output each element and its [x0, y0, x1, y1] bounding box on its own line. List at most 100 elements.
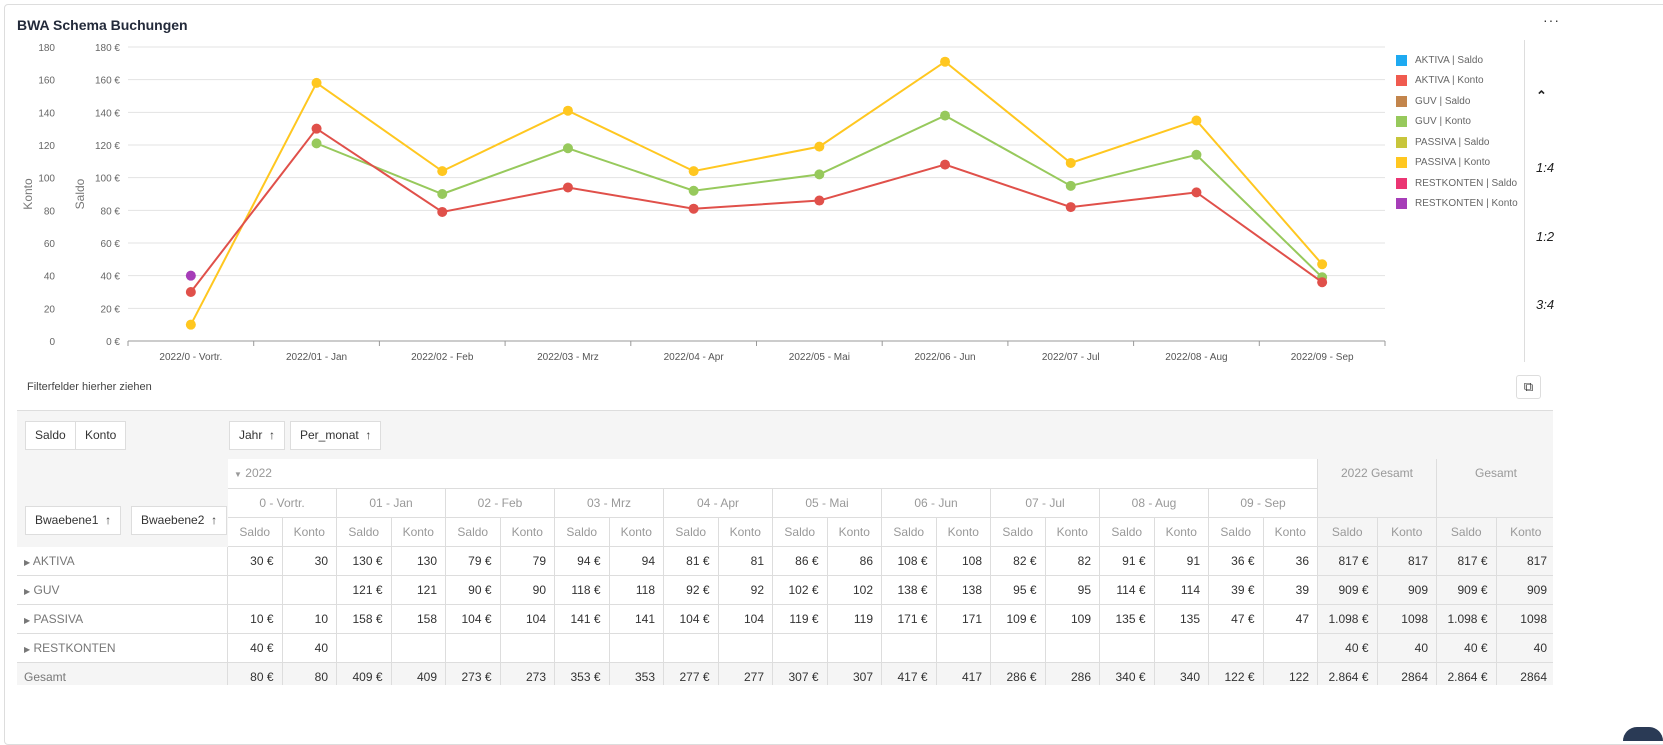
ratio-3-4-button[interactable]: 3:4: [1536, 297, 1555, 312]
data-point: [940, 110, 951, 121]
data-point: [311, 138, 322, 149]
legend-item[interactable]: AKTIVA | Konto: [1396, 71, 1518, 92]
column-field-label: Per_monat: [300, 428, 359, 442]
month-header[interactable]: 01 - Jan: [337, 489, 446, 518]
column-field-jahr[interactable]: Jahr ↑: [229, 421, 286, 450]
table-cell: 30: [282, 547, 337, 576]
y-left-tick: 120: [38, 141, 55, 152]
legend-label: PASSIVA | Saldo: [1415, 136, 1490, 148]
pivot-grid: Saldo Konto Jahr ↑ Per_monat ↑ Bwaebene1…: [17, 410, 1553, 685]
table-cell: [1154, 634, 1209, 663]
column-field-per-monat[interactable]: Per_monat ↑: [290, 421, 382, 450]
table-cell: [1045, 634, 1100, 663]
y-right-tick: 0 €: [106, 337, 120, 348]
filter-drop-area[interactable]: Filterfelder hierher ziehen: [27, 381, 152, 393]
row-header[interactable]: ▶ PASSIVA: [17, 605, 228, 634]
legend-item[interactable]: RESTKONTEN | Saldo: [1396, 173, 1518, 194]
table-cell: 108 €: [882, 547, 937, 576]
measure-header: Konto: [936, 518, 991, 547]
measure-header: Konto: [609, 518, 664, 547]
table-cell: [882, 634, 937, 663]
data-point: [562, 182, 573, 193]
row-field-label: Bwaebene1: [35, 513, 99, 527]
table-cell: 10: [282, 605, 337, 634]
data-point: [940, 56, 951, 67]
month-header[interactable]: 02 - Feb: [446, 489, 555, 518]
table-cell: 135 €: [1100, 605, 1155, 634]
row-field-bwaebene2[interactable]: Bwaebene2 ↑: [131, 506, 228, 535]
measure-header: Konto: [1496, 518, 1553, 547]
legend-swatch: [1396, 54, 1407, 66]
legend-item[interactable]: AKTIVA | Saldo: [1396, 50, 1518, 71]
table-cell: 94: [609, 547, 664, 576]
table-cell: [936, 634, 991, 663]
x-tick-label: 2022/01 - Jan: [286, 352, 347, 363]
table-cell: 36: [1263, 547, 1318, 576]
legend-item[interactable]: PASSIVA | Saldo: [1396, 132, 1518, 153]
table-cell: 92 €: [664, 576, 719, 605]
row-label: PASSIVA: [33, 612, 84, 626]
chat-bubble-button[interactable]: [1623, 727, 1663, 741]
month-header[interactable]: 08 - Aug: [1100, 489, 1209, 518]
row-header[interactable]: ▶ RESTKONTEN: [17, 634, 228, 663]
data-point: [311, 123, 322, 134]
month-header[interactable]: 07 - Jul: [991, 489, 1100, 518]
measure-header: Konto: [1154, 518, 1209, 547]
month-header[interactable]: 06 - Jun: [882, 489, 991, 518]
measure-header: Konto: [827, 518, 882, 547]
ratio-1-2-button[interactable]: 1:2: [1536, 229, 1555, 244]
data-field-saldo[interactable]: Saldo: [25, 421, 76, 450]
table-cell: 121: [391, 576, 446, 605]
year-header[interactable]: ▼ 2022: [228, 459, 1318, 489]
y-right-tick: 100 €: [95, 174, 120, 185]
table-cell: 158: [391, 605, 446, 634]
month-header[interactable]: 05 - Mai: [773, 489, 882, 518]
table-cell: 138: [936, 576, 991, 605]
table-cell: 109: [1045, 605, 1100, 634]
legend-item[interactable]: PASSIVA | Konto: [1396, 153, 1518, 174]
expand-triangle-icon[interactable]: ▶: [24, 616, 31, 625]
data-point: [437, 166, 448, 177]
data-point: [814, 141, 825, 152]
month-header[interactable]: 0 - Vortr.: [228, 489, 337, 518]
legend-item[interactable]: GUV | Saldo: [1396, 91, 1518, 112]
month-header[interactable]: 03 - Mrz: [555, 489, 664, 518]
table-cell: 171: [936, 605, 991, 634]
table-cell: [609, 634, 664, 663]
y-left-axis-title: Konto: [21, 178, 35, 210]
expand-triangle-icon[interactable]: ▶: [24, 558, 31, 567]
y-right-tick: 80 €: [101, 206, 121, 217]
field-chooser-icon[interactable]: ⧉: [1516, 375, 1541, 399]
measure-header: Saldo: [555, 518, 610, 547]
data-field-konto[interactable]: Konto: [75, 421, 127, 450]
table-cell: [1209, 634, 1264, 663]
expand-triangle-icon[interactable]: ▶: [24, 587, 31, 596]
table-cell: 135: [1154, 605, 1209, 634]
legend-item[interactable]: RESTKONTEN | Konto: [1396, 194, 1518, 215]
legend-item[interactable]: GUV | Konto: [1396, 112, 1518, 133]
legend-swatch: [1396, 177, 1407, 189]
data-point: [562, 105, 573, 116]
y-right-tick: 140 €: [95, 108, 120, 119]
table-cell: 47: [1263, 605, 1318, 634]
double-chevron-up-icon[interactable]: ⌃: [1536, 88, 1547, 103]
ratio-1-4-button[interactable]: 1:4: [1536, 160, 1555, 175]
widget-title: BWA Schema Buchungen: [17, 17, 188, 33]
row-header[interactable]: ▶ AKTIVA: [17, 547, 228, 576]
row-field-bwaebene1[interactable]: Bwaebene1 ↑: [25, 506, 122, 535]
table-cell: 91: [1154, 547, 1209, 576]
table-cell: 122 €: [1209, 663, 1264, 685]
expand-triangle-icon[interactable]: ▶: [24, 645, 31, 654]
more-options-button[interactable]: ···: [1543, 12, 1560, 28]
sort-arrow-icon: ↑: [211, 513, 218, 527]
row-header[interactable]: ▶ GUV: [17, 576, 228, 605]
table-cell: 40 €: [1318, 634, 1378, 663]
y-right-tick: 40 €: [101, 272, 121, 283]
y-left-tick: 0: [49, 337, 55, 348]
table-cell: 141 €: [555, 605, 610, 634]
table-cell: 138 €: [882, 576, 937, 605]
table-cell: 409 €: [337, 663, 392, 685]
series-line: [190, 127, 1323, 293]
month-header[interactable]: 09 - Sep: [1209, 489, 1318, 518]
month-header[interactable]: 04 - Apr: [664, 489, 773, 518]
